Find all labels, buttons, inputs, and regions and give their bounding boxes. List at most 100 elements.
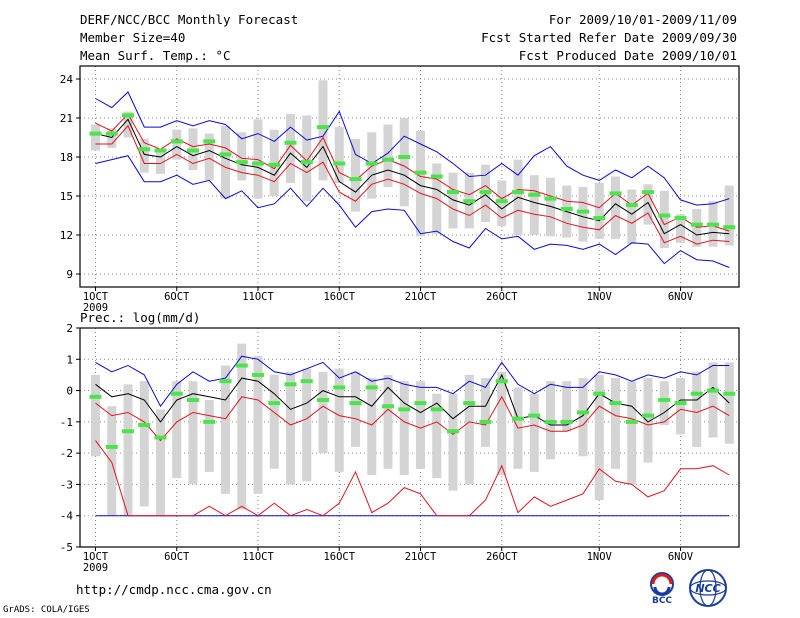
ensemble-box (318, 80, 328, 181)
obs-marker (89, 394, 102, 399)
ensemble-box (172, 381, 182, 479)
x-tick-label: 11OCT (242, 551, 274, 563)
ensemble-box (269, 374, 279, 469)
obs-marker (105, 131, 118, 136)
obs-marker (268, 401, 281, 406)
obs-marker (447, 190, 459, 195)
obs-marker (203, 419, 216, 424)
ensemble-box (676, 378, 685, 435)
y-tick-label: -2 (60, 447, 73, 460)
ensemble-box (172, 129, 182, 160)
x-tick-label: 6NOV (668, 551, 694, 563)
ensemble-box (416, 381, 425, 469)
series-line-upper (95, 113, 730, 232)
y-tick-label: -4 (60, 510, 74, 523)
ensemble-box (156, 149, 165, 174)
obs-marker (642, 190, 654, 195)
obs-marker (154, 148, 167, 153)
grads-credit: GrADS: COLA/IGES (3, 605, 90, 615)
ensemble-box (659, 190, 669, 248)
forecast-produced-date: Fcst Produced Date 2009/10/01 (518, 48, 737, 63)
forecast-period: For 2009/10/01-2009/11/09 (548, 12, 737, 27)
y-tick-label: 24 (60, 73, 74, 86)
x-year-label: 2009 (83, 302, 108, 314)
obs-marker (528, 413, 541, 418)
y-tick-label: 0 (66, 385, 73, 398)
ensemble-box (367, 378, 377, 476)
ensemble-box (611, 176, 620, 239)
x-tick-label: 26OCT (486, 551, 518, 563)
obs-marker (707, 222, 719, 227)
ensemble-box (383, 374, 393, 469)
obs-marker (609, 191, 622, 196)
ensemble-box (351, 371, 360, 447)
svg-text:NCC: NCC (695, 582, 720, 595)
chart-title: DERF/NCC/BCC Monthly Forecast (80, 12, 299, 27)
ensemble-box (546, 177, 555, 237)
ensemble-boxes (91, 80, 734, 248)
ensemble-boxes (91, 343, 734, 516)
obs-marker (544, 419, 557, 424)
y-tick-label: 2 (66, 322, 73, 335)
series-line-upper (95, 395, 730, 442)
obs-marker (512, 416, 524, 421)
obs-marker (235, 160, 248, 165)
obs-marker (219, 379, 232, 384)
x-tick-label: 6OCT (164, 291, 190, 303)
obs-marker (560, 419, 573, 424)
obs-marker (625, 419, 638, 424)
obs-marker (122, 113, 134, 118)
ensemble-box (91, 124, 100, 151)
ensemble-box (529, 175, 539, 235)
ensemble-box (643, 378, 653, 463)
obs-marker (430, 174, 443, 179)
obs-marker (268, 162, 281, 167)
ensemble-box (286, 371, 295, 485)
obs-marker (674, 216, 687, 221)
ncc-logo: NCC (684, 568, 732, 608)
forecast-start-date: Fcst Started Refer Date 2009/09/30 (481, 30, 737, 45)
obs-marker (170, 391, 183, 396)
ensemble-box (676, 214, 685, 243)
ensemble-box (497, 371, 507, 476)
series-line-lower (95, 124, 730, 245)
obs-marker (138, 422, 151, 427)
obs-marker (300, 160, 313, 165)
ensemble-box (188, 381, 198, 485)
obs-marker (219, 152, 232, 157)
source-url[interactable]: http://cmdp.ncc.cma.gov.cn (76, 582, 272, 597)
obs-marker (187, 148, 199, 153)
x-tick-label: 21OCT (405, 551, 437, 563)
obs-marker (690, 222, 703, 227)
obs-marker (414, 170, 427, 175)
ensemble-box (692, 209, 702, 247)
obs-marker (235, 363, 248, 368)
obs-marker (495, 379, 508, 384)
ensemble-box (237, 132, 247, 181)
ensemble-box (107, 128, 117, 148)
obs-marker (365, 161, 378, 166)
ensemble-box (594, 374, 604, 501)
ensemble-box (221, 125, 230, 199)
ensemble-box (627, 381, 637, 485)
ensemble-box (139, 138, 149, 173)
ensemble-box (724, 185, 734, 246)
obs-marker (252, 372, 264, 377)
y-tick-label: 18 (60, 151, 73, 164)
series-line-lower (95, 440, 730, 517)
series-line-mean (95, 118, 730, 236)
obs-marker (154, 435, 167, 440)
obs-marker (593, 391, 606, 396)
observation-markers (89, 113, 736, 230)
obs-marker (495, 199, 508, 204)
plot-frame (79, 65, 740, 288)
ensemble-box (529, 393, 539, 472)
obs-marker (690, 391, 703, 396)
ensemble-box (399, 381, 409, 476)
obs-marker (138, 147, 151, 152)
plot-frame (79, 327, 740, 548)
ensemble-box (578, 378, 588, 457)
ensemble-box (692, 371, 702, 447)
obs-marker (512, 190, 524, 195)
